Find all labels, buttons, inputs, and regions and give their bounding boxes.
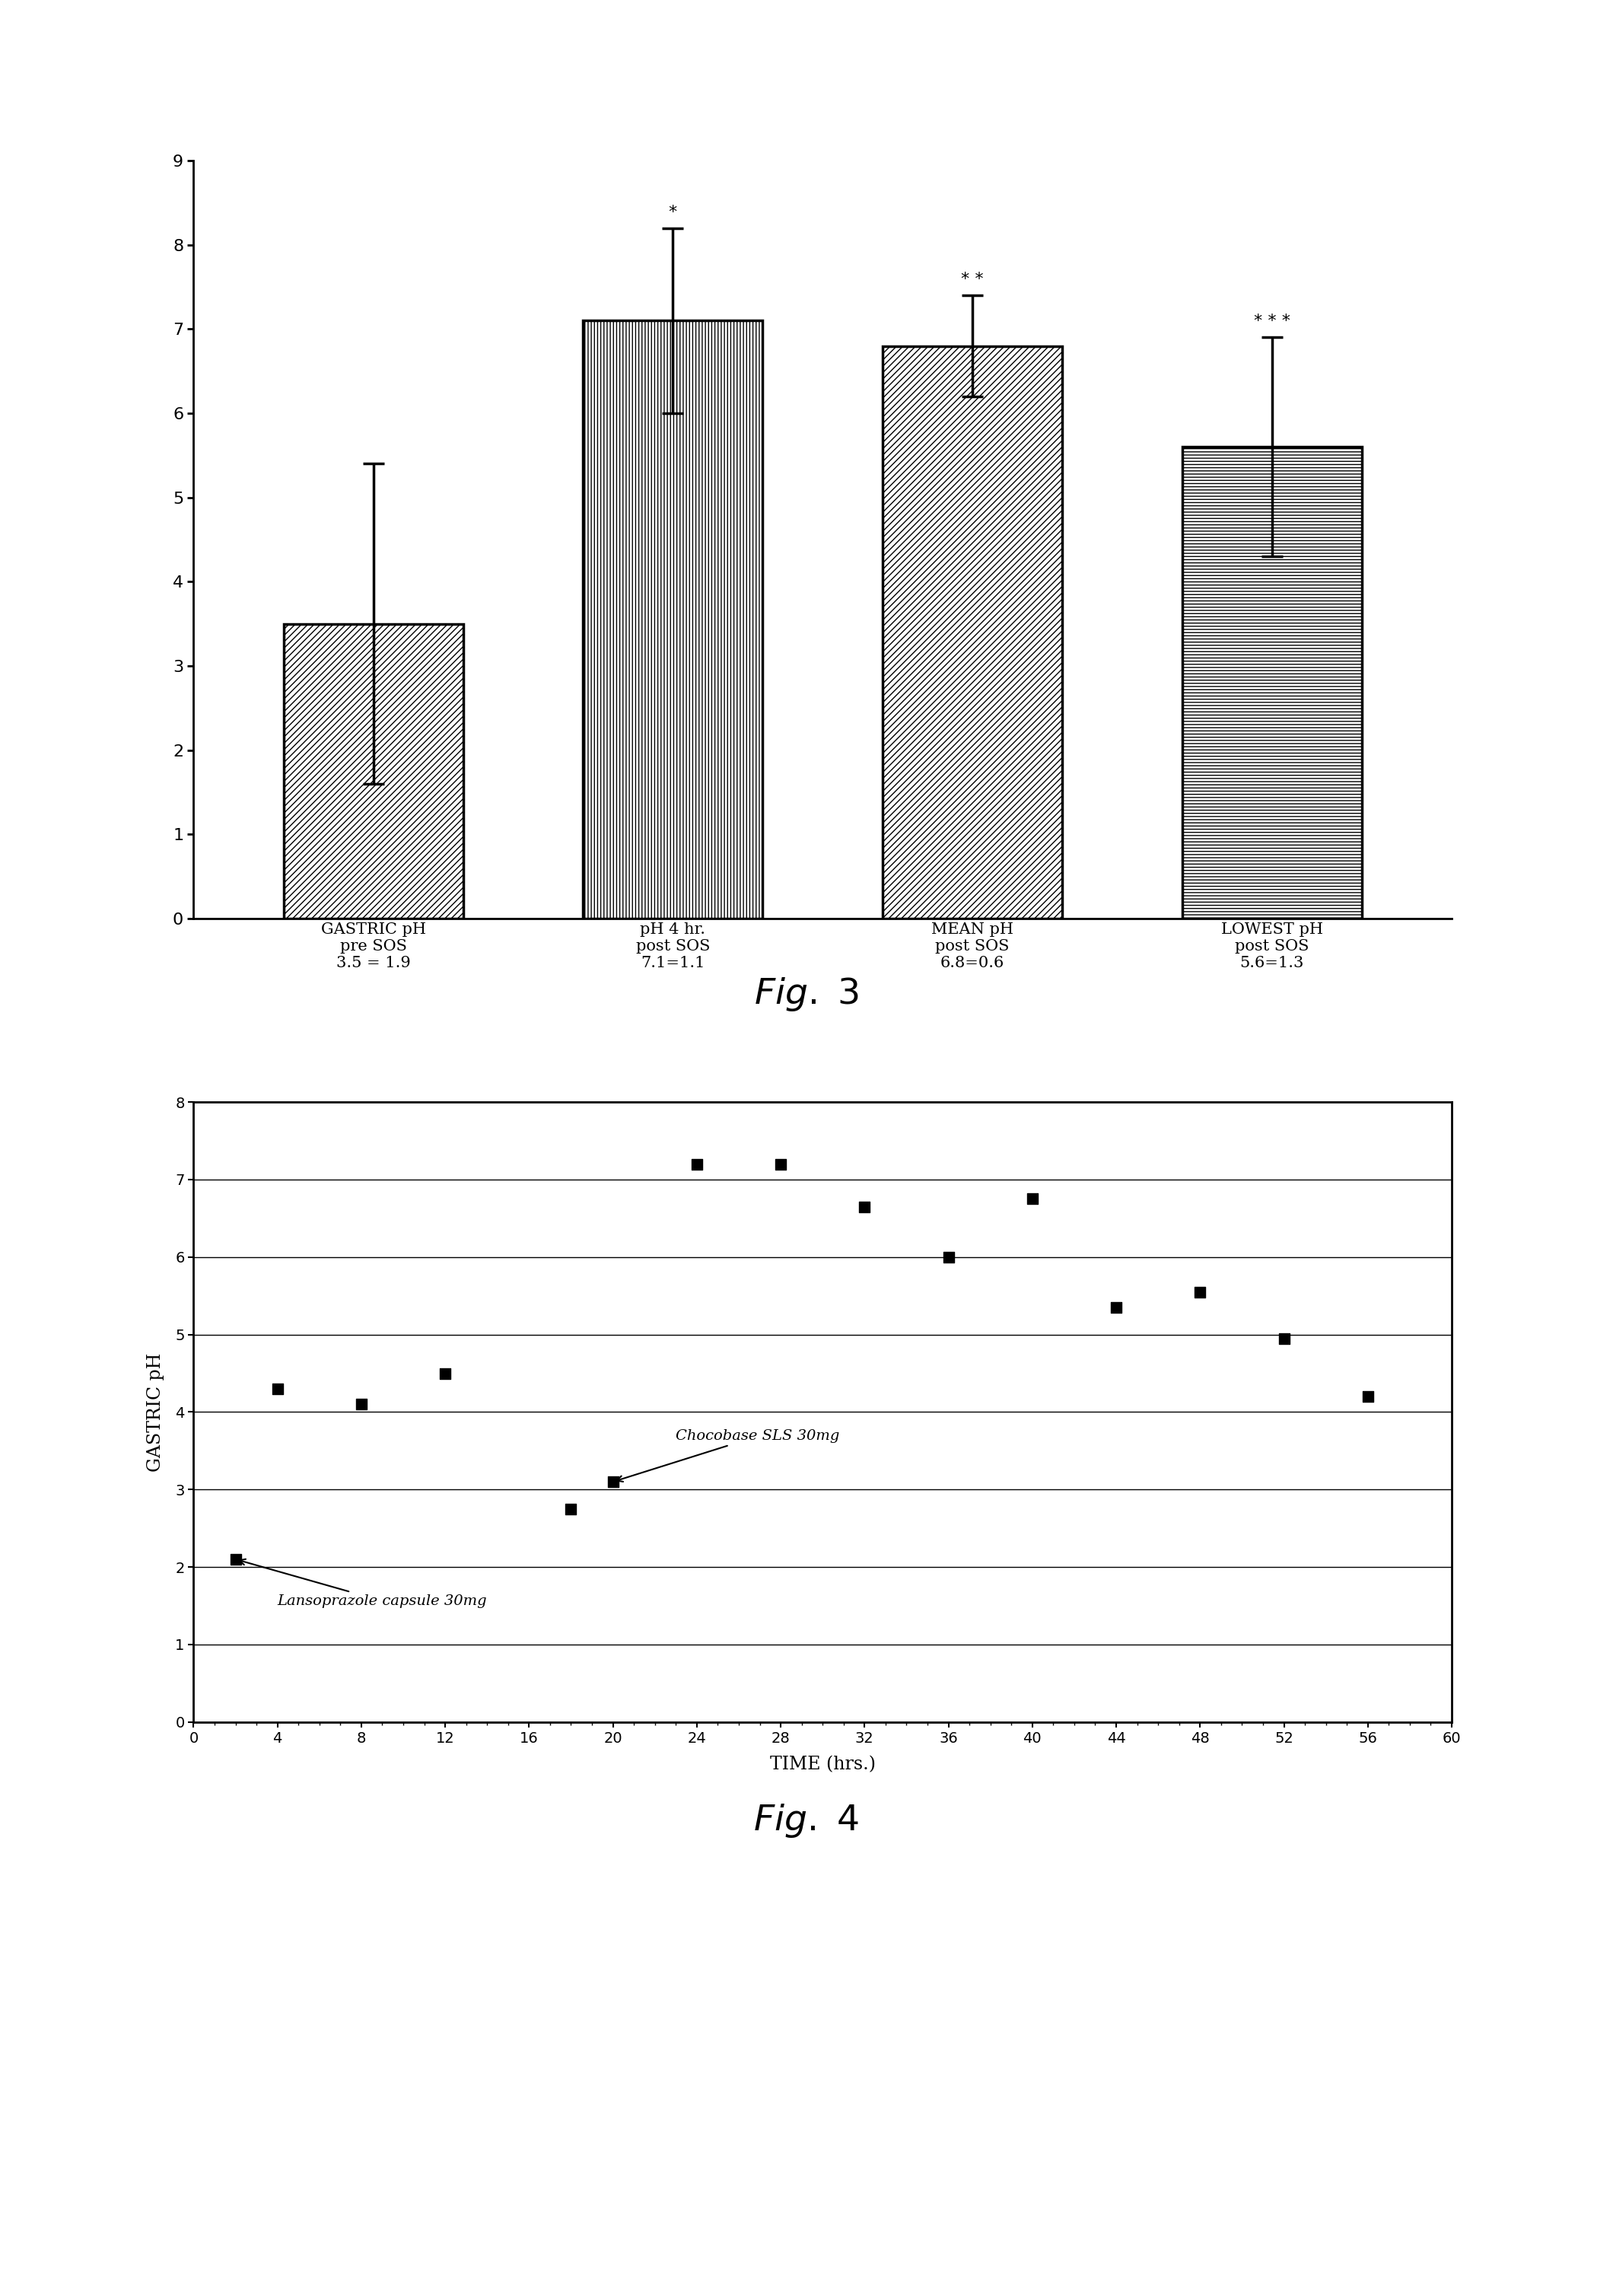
Bar <box>284 625 463 918</box>
Point <box>348 1387 374 1424</box>
Point <box>768 1146 794 1182</box>
Point <box>432 1355 458 1391</box>
Bar <box>1182 448 1361 918</box>
Point <box>600 1463 626 1499</box>
Y-axis label: GASTRIC pH: GASTRIC pH <box>147 1352 165 1472</box>
Text: * * *: * * * <box>1253 315 1290 328</box>
X-axis label: TIME (hrs.): TIME (hrs.) <box>769 1756 876 1773</box>
Text: * *: * * <box>961 271 984 287</box>
Point <box>1271 1320 1297 1357</box>
Point <box>1103 1288 1129 1325</box>
Point <box>1187 1274 1213 1311</box>
Bar <box>882 347 1063 918</box>
Point <box>223 1541 248 1577</box>
Point <box>684 1146 710 1182</box>
Point <box>1019 1180 1045 1217</box>
Text: $\it{Fig.\ 4}$: $\it{Fig.\ 4}$ <box>753 1802 860 1839</box>
Text: Chocobase SLS 30mg: Chocobase SLS 30mg <box>616 1430 840 1481</box>
Point <box>852 1189 877 1226</box>
Text: Lansoprazole capsule 30mg: Lansoprazole capsule 30mg <box>239 1559 487 1607</box>
Point <box>1355 1378 1381 1414</box>
Text: *: * <box>668 204 677 220</box>
Point <box>558 1490 584 1527</box>
Point <box>265 1371 290 1407</box>
Text: $\it{Fig.\ 3}$: $\it{Fig.\ 3}$ <box>753 976 860 1013</box>
Point <box>936 1240 961 1277</box>
Bar <box>582 321 763 918</box>
